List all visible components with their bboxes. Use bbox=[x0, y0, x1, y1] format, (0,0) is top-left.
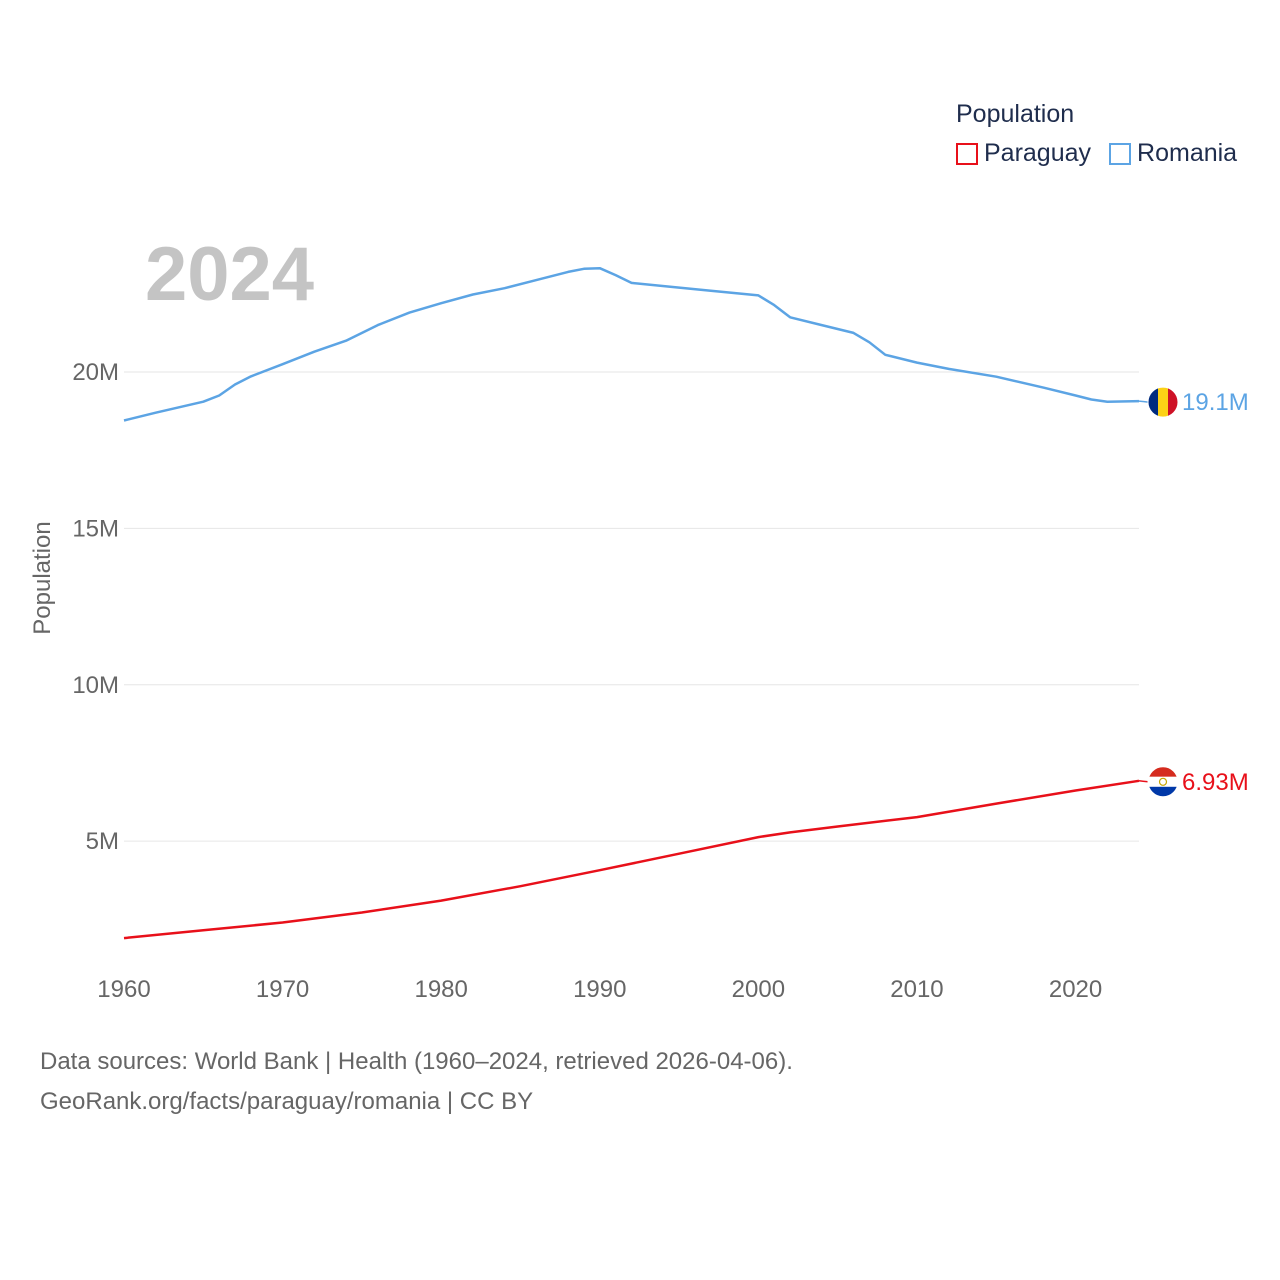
end-connector bbox=[1138, 780, 1149, 783]
y-tick-label: 20M bbox=[72, 359, 119, 386]
x-tick-label: 1980 bbox=[414, 976, 467, 1003]
series-line-romania bbox=[123, 266, 1140, 422]
x-tick-label: 1960 bbox=[97, 976, 150, 1003]
x-tick-label: 2000 bbox=[732, 976, 785, 1003]
end-value-label-romania: 19.1M bbox=[1182, 389, 1249, 416]
y-tick-label: 15M bbox=[72, 515, 119, 542]
y-tick-label: 10M bbox=[72, 672, 119, 699]
legend: Population Paraguay Romania bbox=[956, 100, 1237, 168]
attribution-text: GeoRank.org/facts/paraguay/romania | CC … bbox=[40, 1088, 534, 1115]
x-tick-label: 1970 bbox=[256, 976, 309, 1003]
legend-swatch-paraguay bbox=[956, 142, 978, 165]
legend-swatch-romania bbox=[1109, 142, 1132, 165]
x-tick-label: 1990 bbox=[573, 976, 626, 1003]
y-tick-label: 5M bbox=[86, 828, 119, 855]
x-tick-label: 2010 bbox=[890, 976, 943, 1003]
legend-label-romania: Romania bbox=[1137, 139, 1238, 167]
data-source-text: Data sources: World Bank | Health (1960–… bbox=[40, 1048, 793, 1075]
end-value-label-paraguay: 6.93M bbox=[1182, 769, 1249, 796]
romania-flag-icon bbox=[1147, 386, 1179, 418]
series-lines bbox=[123, 266, 1140, 940]
end-connector bbox=[1138, 400, 1149, 403]
paraguay-flag-icon bbox=[1147, 766, 1179, 798]
year-label: 2024 bbox=[145, 232, 314, 317]
legend-title: Population bbox=[956, 100, 1075, 128]
x-tick-label: 2020 bbox=[1049, 976, 1102, 1003]
x-axis-ticks: 1960 1970 1980 1990 2000 2010 2020 bbox=[97, 976, 1102, 1003]
legend-label-paraguay: Paraguay bbox=[984, 139, 1092, 167]
y-axis-ticks: 5M 10M 15M 20M bbox=[72, 359, 119, 855]
grid-lines bbox=[124, 371, 1139, 842]
footer: Data sources: World Bank | Health (1960–… bbox=[40, 1042, 793, 1122]
series-line-paraguay bbox=[123, 779, 1140, 940]
y-axis-label: Population bbox=[29, 521, 56, 634]
legend-item-paraguay[interactable]: Paraguay bbox=[956, 139, 1091, 168]
end-markers: 6.93M 19.1M bbox=[1138, 386, 1249, 798]
legend-item-romania[interactable]: Romania bbox=[1109, 139, 1237, 168]
